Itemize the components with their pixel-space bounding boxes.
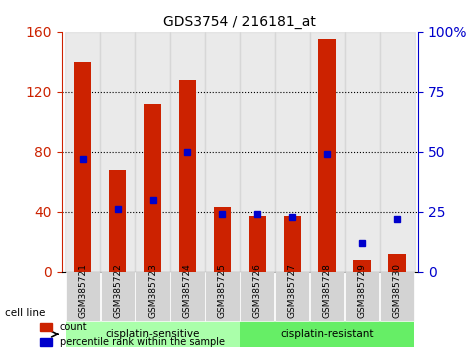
- Bar: [389, 254, 406, 272]
- FancyBboxPatch shape: [205, 272, 239, 321]
- Text: GSM385722: GSM385722: [113, 264, 122, 318]
- Text: GSM385728: GSM385728: [323, 263, 332, 318]
- Title: GDS3754 / 216181_at: GDS3754 / 216181_at: [163, 16, 316, 29]
- FancyBboxPatch shape: [240, 272, 275, 321]
- Text: GSM385727: GSM385727: [288, 263, 297, 318]
- FancyBboxPatch shape: [171, 272, 205, 321]
- Text: cisplatin-sensitive: cisplatin-sensitive: [105, 329, 200, 339]
- Bar: [310, 32, 345, 272]
- Bar: [179, 80, 196, 272]
- Legend: count, percentile rank within the sample: count, percentile rank within the sample: [38, 320, 227, 349]
- Text: GSM385724: GSM385724: [183, 264, 192, 318]
- Text: GSM385721: GSM385721: [78, 263, 87, 318]
- Bar: [353, 260, 371, 272]
- Text: GSM385729: GSM385729: [358, 263, 367, 318]
- Bar: [205, 32, 240, 272]
- FancyBboxPatch shape: [135, 272, 170, 321]
- FancyBboxPatch shape: [310, 272, 344, 321]
- Bar: [100, 32, 135, 272]
- Bar: [65, 32, 100, 272]
- FancyBboxPatch shape: [66, 272, 100, 321]
- Bar: [248, 216, 266, 272]
- FancyBboxPatch shape: [275, 272, 309, 321]
- Text: GSM385723: GSM385723: [148, 263, 157, 318]
- FancyBboxPatch shape: [345, 272, 379, 321]
- Bar: [345, 32, 380, 272]
- FancyBboxPatch shape: [66, 321, 239, 347]
- Bar: [284, 216, 301, 272]
- Text: GSM385726: GSM385726: [253, 263, 262, 318]
- Bar: [109, 170, 126, 272]
- Text: GSM385730: GSM385730: [392, 263, 401, 318]
- Text: cisplatin-resistant: cisplatin-resistant: [280, 329, 374, 339]
- Bar: [240, 32, 275, 272]
- Bar: [275, 32, 310, 272]
- Bar: [74, 62, 91, 272]
- FancyBboxPatch shape: [101, 272, 135, 321]
- Bar: [380, 32, 415, 272]
- Bar: [135, 32, 170, 272]
- Text: cell line: cell line: [5, 308, 45, 318]
- FancyBboxPatch shape: [240, 321, 414, 347]
- Bar: [170, 32, 205, 272]
- FancyBboxPatch shape: [380, 272, 414, 321]
- Bar: [318, 39, 336, 272]
- Bar: [214, 207, 231, 272]
- Text: GSM385725: GSM385725: [218, 263, 227, 318]
- Bar: [144, 104, 162, 272]
